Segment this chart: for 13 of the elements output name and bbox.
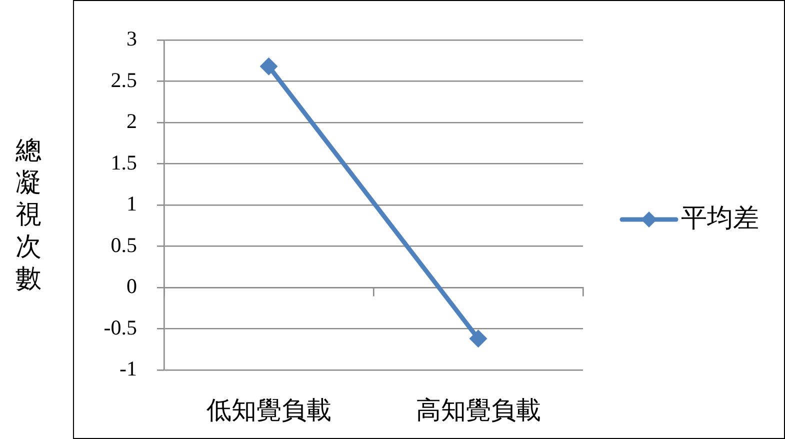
- y-tick-label: 1: [126, 192, 137, 216]
- x-tick-label: 高知覺負載: [416, 396, 541, 425]
- y-tick-label: 3: [126, 26, 137, 51]
- legend-label: 平均差: [681, 203, 759, 232]
- y-tick-label: 0: [126, 274, 137, 298]
- y-tick-label: -1: [120, 356, 137, 381]
- y-tick-label: -0.5: [104, 315, 137, 340]
- y-tick-label: 1.5: [110, 150, 137, 174]
- x-tick-label: 低知覺負載: [206, 398, 332, 425]
- y-tick-label: 2: [126, 109, 137, 134]
- y-tick-label: 0.5: [110, 232, 137, 257]
- y-axis-title: 總凝視次數: [15, 135, 42, 295]
- y-tick-label: 2.5: [110, 68, 137, 92]
